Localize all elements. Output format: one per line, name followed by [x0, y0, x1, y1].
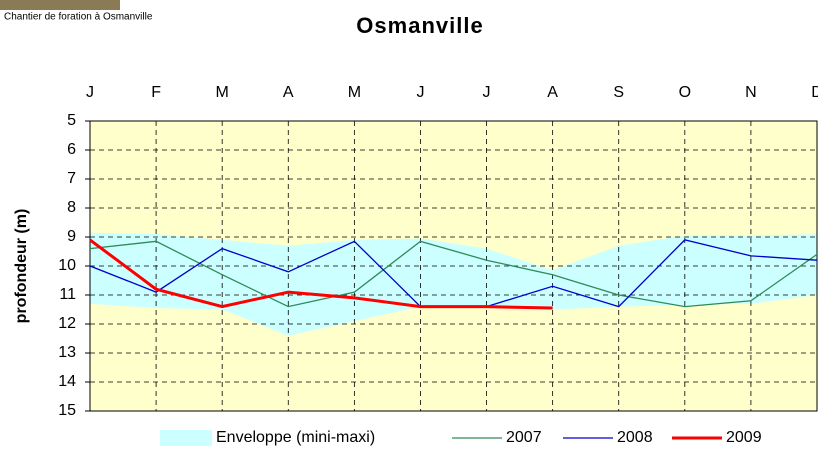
- y-tick-label: 12: [58, 315, 76, 332]
- x-tick-label: M: [216, 84, 229, 101]
- y-tick-label: 15: [58, 402, 76, 419]
- y-axis-label: profondeur (m): [13, 209, 30, 324]
- x-tick-label: S: [613, 84, 624, 101]
- y-tick-label: 5: [67, 112, 76, 129]
- legend-label: Enveloppe (mini-maxi): [216, 429, 375, 446]
- y-tick-label: 6: [67, 141, 76, 158]
- photo: [0, 0, 120, 10]
- x-tick-label: O: [679, 84, 691, 101]
- series-line: [89, 238, 553, 310]
- y-tick-label: 9: [67, 228, 76, 245]
- y-tick-label: 11: [59, 286, 76, 303]
- x-tick-label: A: [283, 84, 294, 101]
- x-tick-label: N: [745, 84, 757, 101]
- legend-label: 2008: [617, 429, 653, 446]
- x-tick-label: F: [151, 84, 161, 101]
- legend-label: 2009: [726, 429, 762, 446]
- x-tick-label: D: [811, 84, 818, 101]
- legend-label: 2007: [506, 429, 542, 446]
- chart-title: Osmanville: [356, 13, 483, 38]
- y-tick-label: 13: [58, 344, 76, 361]
- y-tick-label: 8: [67, 199, 76, 216]
- x-tick-label: J: [483, 84, 491, 101]
- series-line: [89, 240, 818, 308]
- photo-caption: Chantier de foration à Osmanville: [4, 12, 153, 23]
- y-tick-label: 7: [67, 170, 76, 187]
- x-tick-label: J: [416, 84, 424, 101]
- x-tick-label: M: [348, 84, 361, 101]
- envelope-area: [90, 232, 817, 336]
- x-tick-label: J: [86, 84, 94, 101]
- x-tick-label: A: [547, 84, 558, 101]
- legend-swatch: [160, 430, 212, 446]
- y-tick-label: 10: [58, 257, 76, 274]
- y-tick-label: 14: [58, 373, 76, 390]
